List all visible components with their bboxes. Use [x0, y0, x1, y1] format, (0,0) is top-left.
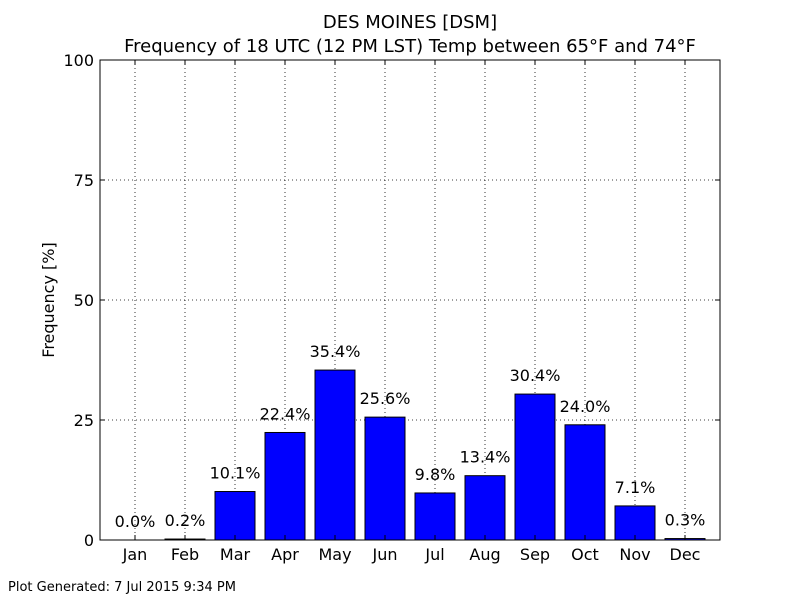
data-label-sep: 30.4%	[510, 366, 561, 385]
bar-jul	[414, 492, 456, 541]
x-tick-label: May	[318, 545, 351, 564]
bar-mar	[214, 491, 256, 541]
x-tick-label: Jun	[372, 545, 398, 564]
data-label-aug: 13.4%	[460, 448, 511, 467]
x-tick-label: Dec	[670, 545, 701, 564]
bar-oct	[564, 424, 606, 541]
y-axis-label: Frequency [%]	[39, 242, 58, 357]
data-label-nov: 7.1%	[615, 478, 656, 497]
x-tick-label: Sep	[520, 545, 550, 564]
x-tick-label: Nov	[619, 545, 650, 564]
data-label-may: 35.4%	[310, 342, 361, 361]
data-label-jun: 25.6%	[360, 389, 411, 408]
y-tick-label: 100	[63, 51, 94, 70]
x-tick-label: Aug	[469, 545, 500, 564]
y-tick-label: 0	[84, 531, 94, 550]
bar-sep	[514, 393, 556, 541]
data-label-dec: 0.3%	[665, 511, 706, 530]
data-label-jan: 0.0%	[115, 512, 156, 531]
y-tick-label: 25	[74, 411, 94, 430]
grid-lines	[100, 59, 720, 541]
x-tick-label: Apr	[271, 545, 299, 564]
bar-nov	[614, 505, 656, 541]
bar-jun	[364, 416, 406, 541]
bar-may	[314, 369, 356, 541]
data-label-jul: 9.8%	[415, 465, 456, 484]
plot-generated-note: Plot Generated: 7 Jul 2015 9:34 PM	[8, 580, 236, 595]
x-tick-label: Jul	[424, 545, 444, 564]
data-label-feb: 0.2%	[165, 511, 206, 530]
y-tick-label: 50	[74, 291, 94, 310]
bar-aug	[464, 475, 506, 541]
axis-ticks: 0 25 50 75 100 Jan Feb Mar Apr May Jun Jul Aug Sep Oct…	[63, 51, 720, 564]
x-tick-label: Mar	[220, 545, 251, 564]
x-tick-label: Feb	[171, 545, 199, 564]
data-labels-group: 0.0% 0.2% 10.1% 22.4% 35.4% 25.6% 9.8%13.4% 30.…	[115, 342, 706, 531]
data-label-mar: 10.1%	[210, 464, 261, 483]
data-label-apr: 22.4%	[260, 404, 311, 423]
bar-apr	[264, 431, 306, 541]
chart-title: DES MOINES [DSM]	[323, 12, 497, 33]
bars-group	[164, 369, 706, 541]
x-tick-label: Jan	[122, 545, 148, 564]
data-label-oct: 24.0%	[560, 397, 611, 416]
y-tick-label: 75	[74, 171, 94, 190]
x-tick-label: Oct	[571, 545, 599, 564]
chart-subtitle: Frequency of 18 UTC (12 PM LST) Temp bet…	[124, 36, 696, 57]
